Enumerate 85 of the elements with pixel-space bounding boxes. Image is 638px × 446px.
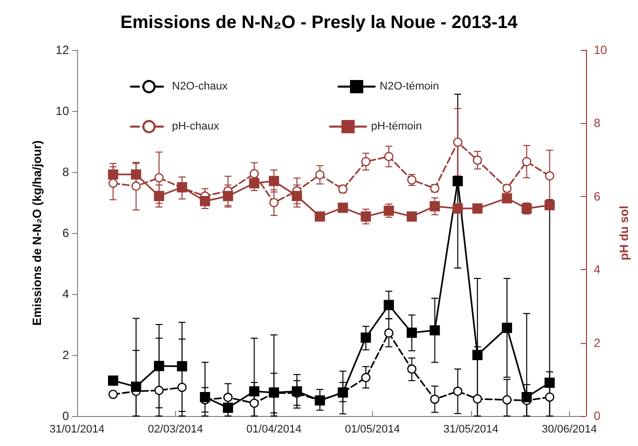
point [406, 328, 417, 338]
point [453, 386, 462, 396]
point [250, 169, 259, 178]
point [250, 398, 259, 408]
legend-label: N2O-témoin [380, 80, 439, 93]
point [176, 361, 188, 372]
x-tick-label: 30/06/2014 [542, 424, 597, 436]
point [472, 394, 482, 404]
point [360, 211, 371, 222]
x-tick-label: 01/05/2014 [344, 424, 400, 436]
point [177, 382, 187, 392]
point [384, 328, 394, 338]
point [200, 392, 210, 402]
y-tick-label: 2 [62, 348, 70, 362]
point [108, 169, 118, 180]
point [249, 178, 260, 188]
point [452, 176, 463, 186]
point [544, 200, 555, 210]
point [361, 372, 370, 382]
point [130, 169, 142, 180]
legend-label: N2O-chaux [172, 80, 228, 93]
point [154, 386, 164, 395]
point [430, 394, 440, 404]
point [545, 392, 554, 402]
point [108, 178, 118, 188]
point [249, 386, 260, 396]
point [223, 392, 233, 402]
point [544, 378, 555, 388]
point [360, 332, 371, 343]
point [472, 156, 482, 165]
y2-tick-label: 6 [594, 189, 601, 204]
y-tick-label: 8 [62, 165, 70, 179]
point [384, 152, 394, 162]
point [154, 173, 164, 182]
y-tick-label: 6 [62, 226, 70, 240]
point [430, 325, 440, 336]
y-tick-label: 4 [62, 287, 70, 301]
point [407, 364, 416, 374]
point [472, 203, 483, 214]
point [472, 350, 483, 360]
point [222, 190, 234, 202]
point [292, 190, 302, 202]
point [453, 138, 462, 147]
point [361, 157, 370, 166]
legend-label: pH-témoin [371, 120, 422, 133]
point [269, 198, 279, 208]
y2-tick-label: 10 [594, 43, 608, 57]
y2-tick-label: 4 [594, 262, 601, 277]
y-tick-label: 12 [56, 43, 70, 57]
point [338, 202, 348, 213]
point [154, 360, 164, 372]
point [522, 392, 532, 402]
y2-tick-label: 0 [594, 409, 601, 423]
y2-tick-label: 2 [594, 336, 601, 350]
point [522, 157, 532, 166]
point [545, 171, 554, 180]
point [268, 176, 280, 186]
point [314, 211, 325, 222]
point [315, 170, 324, 180]
x-tick-label: 01/04/2014 [246, 424, 302, 436]
point [502, 193, 512, 204]
point [131, 182, 141, 191]
chart-title: Emissions de N-N₂O - Presly la Noue - 2013-14 [120, 12, 518, 32]
y-tick-label: 0 [62, 409, 70, 423]
x-tick-label: 31/01/2014 [49, 424, 105, 436]
point [502, 395, 512, 404]
point [406, 211, 417, 222]
point [292, 386, 302, 396]
point [502, 322, 512, 333]
point [452, 203, 463, 214]
point [108, 376, 118, 386]
point [430, 201, 440, 212]
legend-label: pH-chaux [172, 120, 220, 133]
point [384, 300, 394, 310]
y-axis-title: Emissions de N-N₂O (kg/ha/jour) [30, 140, 44, 326]
point [200, 196, 210, 206]
point [154, 190, 164, 202]
point [108, 390, 118, 399]
point [222, 402, 234, 413]
x-tick-label: 02/03/2014 [148, 424, 203, 436]
y-tick-label: 10 [56, 104, 70, 118]
x-tick-label: 31/05/2014 [443, 424, 498, 436]
y2-tick-label: 8 [594, 116, 601, 130]
point [130, 382, 142, 392]
y2-axis-title: pH du sol [617, 206, 631, 260]
